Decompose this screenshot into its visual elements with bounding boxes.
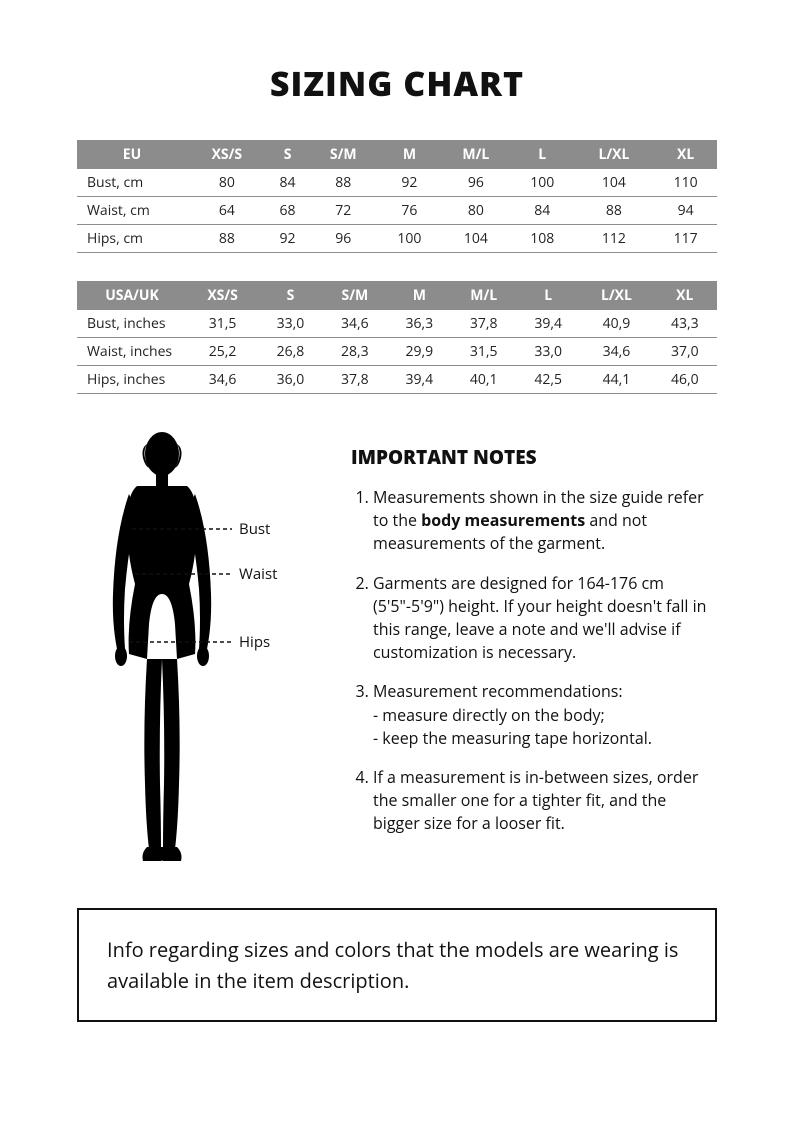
table-header-cell: M/L <box>441 140 511 169</box>
table-header-cell: EU <box>77 140 187 169</box>
cell: 92 <box>378 169 441 197</box>
cell: 42,5 <box>516 366 580 394</box>
cell: 117 <box>654 225 717 253</box>
cell: 40,1 <box>452 366 516 394</box>
row-label: Hips, cm <box>77 225 187 253</box>
row-label: Waist, inches <box>77 338 187 366</box>
cell: 37,8 <box>452 310 516 338</box>
table-header-cell: M/L <box>452 281 516 310</box>
cell: 84 <box>267 169 309 197</box>
cell: 33,0 <box>258 310 322 338</box>
cell: 36,3 <box>387 310 451 338</box>
table-row: Bust, cm8084889296100104110 <box>77 169 717 197</box>
row-label: Bust, cm <box>77 169 187 197</box>
row-label: Hips, inches <box>77 366 187 394</box>
table-row: Hips, inches34,636,037,839,440,142,544,1… <box>77 366 717 394</box>
cell: 37,8 <box>323 366 387 394</box>
table-header-cell: S <box>258 281 322 310</box>
cell: 96 <box>308 225 378 253</box>
cell: 31,5 <box>187 310 258 338</box>
cell: 34,6 <box>580 338 652 366</box>
cell: 72 <box>308 197 378 225</box>
eu-size-table: EU XS/S S S/M M M/L L L/XL XL Bust, cm80… <box>77 140 717 253</box>
cell: 28,3 <box>323 338 387 366</box>
table-body: Bust, inches31,533,034,636,337,839,440,9… <box>77 310 717 394</box>
table-row: Hips, cm889296100104108112117 <box>77 225 717 253</box>
cell: 88 <box>187 225 267 253</box>
cell: 68 <box>267 197 309 225</box>
cell: 100 <box>511 169 574 197</box>
table-header-cell: M <box>387 281 451 310</box>
info-box: Info regarding sizes and colors that the… <box>77 908 717 1022</box>
cell: 39,4 <box>516 310 580 338</box>
cell: 100 <box>378 225 441 253</box>
note-item: Garments are designed for 164-176 cm (5'… <box>373 572 717 665</box>
cell: 43,3 <box>653 310 717 338</box>
cell: 84 <box>511 197 574 225</box>
table-header-row: USA/UK XS/S S S/M M M/L L L/XL XL <box>77 281 717 310</box>
cell: 44,1 <box>580 366 652 394</box>
cell: 34,6 <box>323 310 387 338</box>
notes-section: Bust Waist Hips IMPORTANT NOTES Measurem… <box>77 424 717 874</box>
table-header-cell: XS/S <box>187 281 258 310</box>
cell: 80 <box>187 169 267 197</box>
table-row: Bust, inches31,533,034,636,337,839,440,9… <box>77 310 717 338</box>
cell: 104 <box>441 225 511 253</box>
table-header-cell: XL <box>653 281 717 310</box>
row-label: Waist, cm <box>77 197 187 225</box>
cell: 37,0 <box>653 338 717 366</box>
cell: 94 <box>654 197 717 225</box>
table-row: Waist, cm6468727680848894 <box>77 197 717 225</box>
cell: 92 <box>267 225 309 253</box>
body-silhouette: Bust Waist Hips <box>77 424 327 874</box>
note-item: Measurements shown in the size guide ref… <box>373 486 717 556</box>
cell: 26,8 <box>258 338 322 366</box>
cell: 80 <box>441 197 511 225</box>
page-title: SIZING CHART <box>60 60 734 106</box>
us-size-table: USA/UK XS/S S S/M M M/L L L/XL XL Bust, … <box>77 281 717 394</box>
cell: 33,0 <box>516 338 580 366</box>
table-header-cell: XS/S <box>187 140 267 169</box>
cell: 25,2 <box>187 338 258 366</box>
table-header-cell: USA/UK <box>77 281 187 310</box>
row-label: Bust, inches <box>77 310 187 338</box>
cell: 96 <box>441 169 511 197</box>
cell: 88 <box>574 197 655 225</box>
cell: 39,4 <box>387 366 451 394</box>
table-header-cell: M <box>378 140 441 169</box>
waist-label: Waist <box>239 564 277 584</box>
cell: 34,6 <box>187 366 258 394</box>
cell: 64 <box>187 197 267 225</box>
table-header-cell: XL <box>654 140 717 169</box>
note-item: Measurement recommendations:- measure di… <box>373 680 717 750</box>
notes-heading: IMPORTANT NOTES <box>351 444 717 470</box>
cell: 29,9 <box>387 338 451 366</box>
table-row: Waist, inches25,226,828,329,931,533,034,… <box>77 338 717 366</box>
hips-label: Hips <box>239 632 270 652</box>
cell: 110 <box>654 169 717 197</box>
cell: 31,5 <box>452 338 516 366</box>
table-body: Bust, cm8084889296100104110Waist, cm6468… <box>77 169 717 253</box>
cell: 88 <box>308 169 378 197</box>
table-header-cell: L/XL <box>574 140 655 169</box>
cell: 104 <box>574 169 655 197</box>
cell: 46,0 <box>653 366 717 394</box>
notes-column: IMPORTANT NOTES Measurements shown in th… <box>351 424 717 874</box>
table-header-cell: S <box>267 140 309 169</box>
note-item: If a measurement is in-between sizes, or… <box>373 766 717 836</box>
table-header-cell: S/M <box>323 281 387 310</box>
cell: 112 <box>574 225 655 253</box>
bust-label: Bust <box>239 519 270 539</box>
table-header-cell: S/M <box>308 140 378 169</box>
table-header-cell: L <box>511 140 574 169</box>
page: SIZING CHART EU XS/S S S/M M M/L L L/XL … <box>0 0 794 1072</box>
table-header-row: EU XS/S S S/M M M/L L L/XL XL <box>77 140 717 169</box>
cell: 40,9 <box>580 310 652 338</box>
table-header-cell: L <box>516 281 580 310</box>
cell: 108 <box>511 225 574 253</box>
cell: 76 <box>378 197 441 225</box>
table-header-cell: L/XL <box>580 281 652 310</box>
notes-list: Measurements shown in the size guide ref… <box>351 486 717 835</box>
cell: 36,0 <box>258 366 322 394</box>
